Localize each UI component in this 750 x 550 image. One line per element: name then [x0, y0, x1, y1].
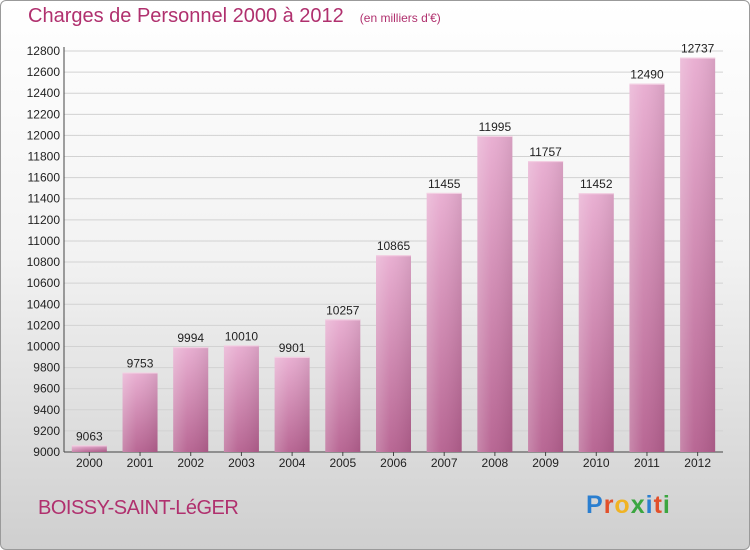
logo-letter: t [653, 491, 663, 519]
data-label: 9753 [127, 357, 154, 371]
data-label: 12737 [681, 42, 715, 56]
logo-letter: x [630, 491, 646, 519]
x-tick-label: 2007 [431, 456, 458, 470]
data-label: 9901 [279, 341, 306, 355]
bar-shine [274, 356, 310, 452]
y-tick-label: 9400 [33, 403, 60, 417]
x-tick-label: 2000 [76, 456, 103, 470]
logo-letter: i [645, 491, 654, 519]
x-tick-label: 2009 [532, 456, 559, 470]
proxiti-logo: Proxiti [586, 491, 671, 520]
data-label: 11452 [580, 177, 613, 191]
bar-shine [173, 347, 209, 452]
y-tick-label: 11600 [28, 171, 61, 185]
bar-shine [223, 345, 259, 452]
x-tick-label: 2004 [279, 456, 306, 470]
bar-shine [376, 255, 411, 452]
x-tick-label: 2008 [482, 456, 509, 470]
y-tick-label: 10000 [27, 339, 61, 353]
logo-letter: r [603, 491, 615, 519]
y-tick-label: 11200 [28, 213, 61, 227]
y-tick-label: 11400 [28, 192, 61, 206]
data-label: 10865 [377, 239, 411, 253]
x-tick-label: 2010 [583, 456, 610, 470]
y-tick-label: 10400 [27, 297, 61, 311]
bar-shine [680, 57, 716, 452]
y-tick-label: 12800 [27, 44, 61, 58]
x-tick-label: 2001 [127, 456, 154, 470]
y-tick-label: 12200 [27, 107, 61, 121]
data-label: 9994 [177, 331, 204, 345]
logo-letter: P [586, 491, 604, 519]
y-tick-label: 9600 [33, 382, 60, 396]
x-tick-label: 2011 [634, 456, 660, 470]
x-tick-label: 2002 [177, 456, 204, 470]
place-name: BOISSY-SAINT-LéGER [38, 497, 239, 519]
y-tick-label: 11000 [28, 234, 61, 248]
data-labels: 9063 9753 9994 10010 9901 10257 10865 11455 1199… [76, 42, 715, 444]
axes: 9000 9200 9400 9600 9800 10000 10200 10400 10600… [27, 44, 723, 470]
x-tick-label: 2005 [329, 456, 356, 470]
bar-shine [477, 135, 513, 453]
chart-subtitle: (en milliers d'€) [359, 11, 441, 25]
bar-shine [122, 372, 158, 452]
y-tick-label: 10200 [27, 318, 61, 332]
y-tick-label: 10600 [27, 276, 61, 290]
y-tick-label: 9200 [33, 424, 60, 438]
chart-title: Charges de Personnel 2000 à 2012 [28, 5, 344, 27]
data-label: 10010 [225, 329, 259, 343]
bar-shine [325, 319, 361, 452]
bars [71, 57, 716, 453]
y-tick-label: 11800 [28, 150, 61, 164]
logo-letter: o [614, 491, 631, 519]
bar-shine [578, 193, 614, 452]
x-tick-label: 2003 [228, 456, 255, 470]
data-label: 11995 [479, 120, 512, 134]
title-line: Charges de Personnel 2000 à 2012 (en mill… [28, 5, 441, 28]
y-tick-label: 10800 [27, 255, 61, 269]
data-label: 9063 [76, 429, 103, 443]
data-label: 12490 [630, 68, 664, 82]
y-tick-label: 12600 [27, 65, 61, 79]
bar-shine [528, 161, 564, 452]
logo-letter: i [662, 491, 671, 519]
data-label: 11455 [428, 177, 461, 191]
y-tick-label: 9800 [33, 361, 60, 375]
bar-shine [426, 192, 462, 452]
y-tick-label: 12000 [27, 128, 61, 142]
data-label: 11757 [529, 145, 562, 159]
bar-shine [71, 445, 107, 452]
x-tick-label: 2006 [380, 456, 407, 470]
x-tick-label: 2012 [684, 456, 711, 470]
data-label: 10257 [326, 303, 360, 317]
y-tick-label: 12400 [27, 86, 61, 100]
bar-shine [629, 83, 665, 452]
y-tick-label: 9000 [33, 445, 60, 459]
